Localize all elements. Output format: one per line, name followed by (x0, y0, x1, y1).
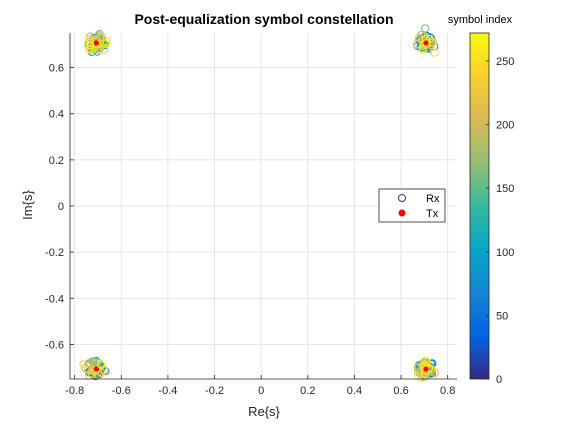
rx-point (86, 41, 95, 50)
colorbar-gradient (469, 32, 490, 380)
rx-point (421, 356, 430, 365)
y-tick-label: -0.4 (45, 293, 64, 305)
rx-point (94, 31, 103, 40)
x-axis-label: Re{s} (248, 404, 280, 419)
y-tick-label: -0.6 (45, 339, 64, 351)
y-tick-label: 0.4 (49, 109, 64, 121)
colorbar: symbol index 0 50 100 150 200 250 (448, 14, 514, 386)
x-tick-label: 0.8 (440, 385, 455, 397)
rx-point (421, 24, 430, 33)
colorbar-tick-label: 200 (496, 120, 514, 132)
x-tick-label: -0.6 (112, 385, 131, 397)
colorbar-tick-label: 150 (496, 183, 514, 195)
colorbar-ticks: 0 50 100 150 200 250 (486, 56, 514, 386)
legend-box (378, 188, 446, 223)
rx-point (425, 34, 434, 43)
tx-point (423, 40, 429, 46)
rx-point (101, 39, 110, 48)
colorbar-tick-label: 250 (496, 56, 514, 68)
y-tick-label: 0 (58, 201, 64, 213)
tx-point (423, 366, 429, 372)
legend-tx-marker (398, 209, 406, 217)
rx-point (95, 44, 105, 53)
rx-point (86, 45, 96, 54)
rx-point (414, 372, 423, 381)
x-tick-label: -0.8 (65, 385, 84, 397)
x-tick-label: -0.4 (158, 385, 177, 397)
tx-point (93, 40, 99, 46)
rx-point (96, 360, 106, 370)
rx-point (428, 38, 437, 48)
y-tick-label: -0.2 (45, 247, 64, 259)
rx-point (418, 45, 427, 54)
legend-tx-label: Tx (426, 208, 439, 220)
tx-point (93, 366, 99, 372)
x-tick-label: -0.2 (205, 385, 224, 397)
x-tick-label: 0.4 (347, 385, 362, 397)
rx-point (97, 368, 106, 378)
colorbar-title: symbol index (448, 14, 513, 26)
legend-rx-marker (398, 194, 406, 202)
rx-point (87, 369, 96, 378)
x-tick-label: 0 (258, 385, 264, 397)
legend: Rx Tx (378, 188, 446, 223)
x-tick-label: 0.6 (393, 385, 408, 397)
colorbar-tick-label: 0 (496, 374, 502, 386)
legend-rx-label: Rx (426, 193, 440, 205)
y-tick-label: 0.6 (49, 63, 64, 75)
colorbar-tick-label: 50 (496, 310, 508, 322)
rx-point (430, 48, 439, 57)
rx-point (85, 34, 94, 44)
rx-point (79, 360, 88, 369)
rx-point (418, 41, 428, 50)
chart-title: Post-equalization symbol constellation (134, 11, 393, 27)
y-axis-label: Im{s} (20, 190, 35, 220)
colorbar-tick-label: 100 (496, 247, 514, 259)
y-tick-label: 0.2 (49, 155, 64, 167)
rx-point (100, 45, 109, 54)
x-tick-label: 0.2 (300, 385, 315, 397)
